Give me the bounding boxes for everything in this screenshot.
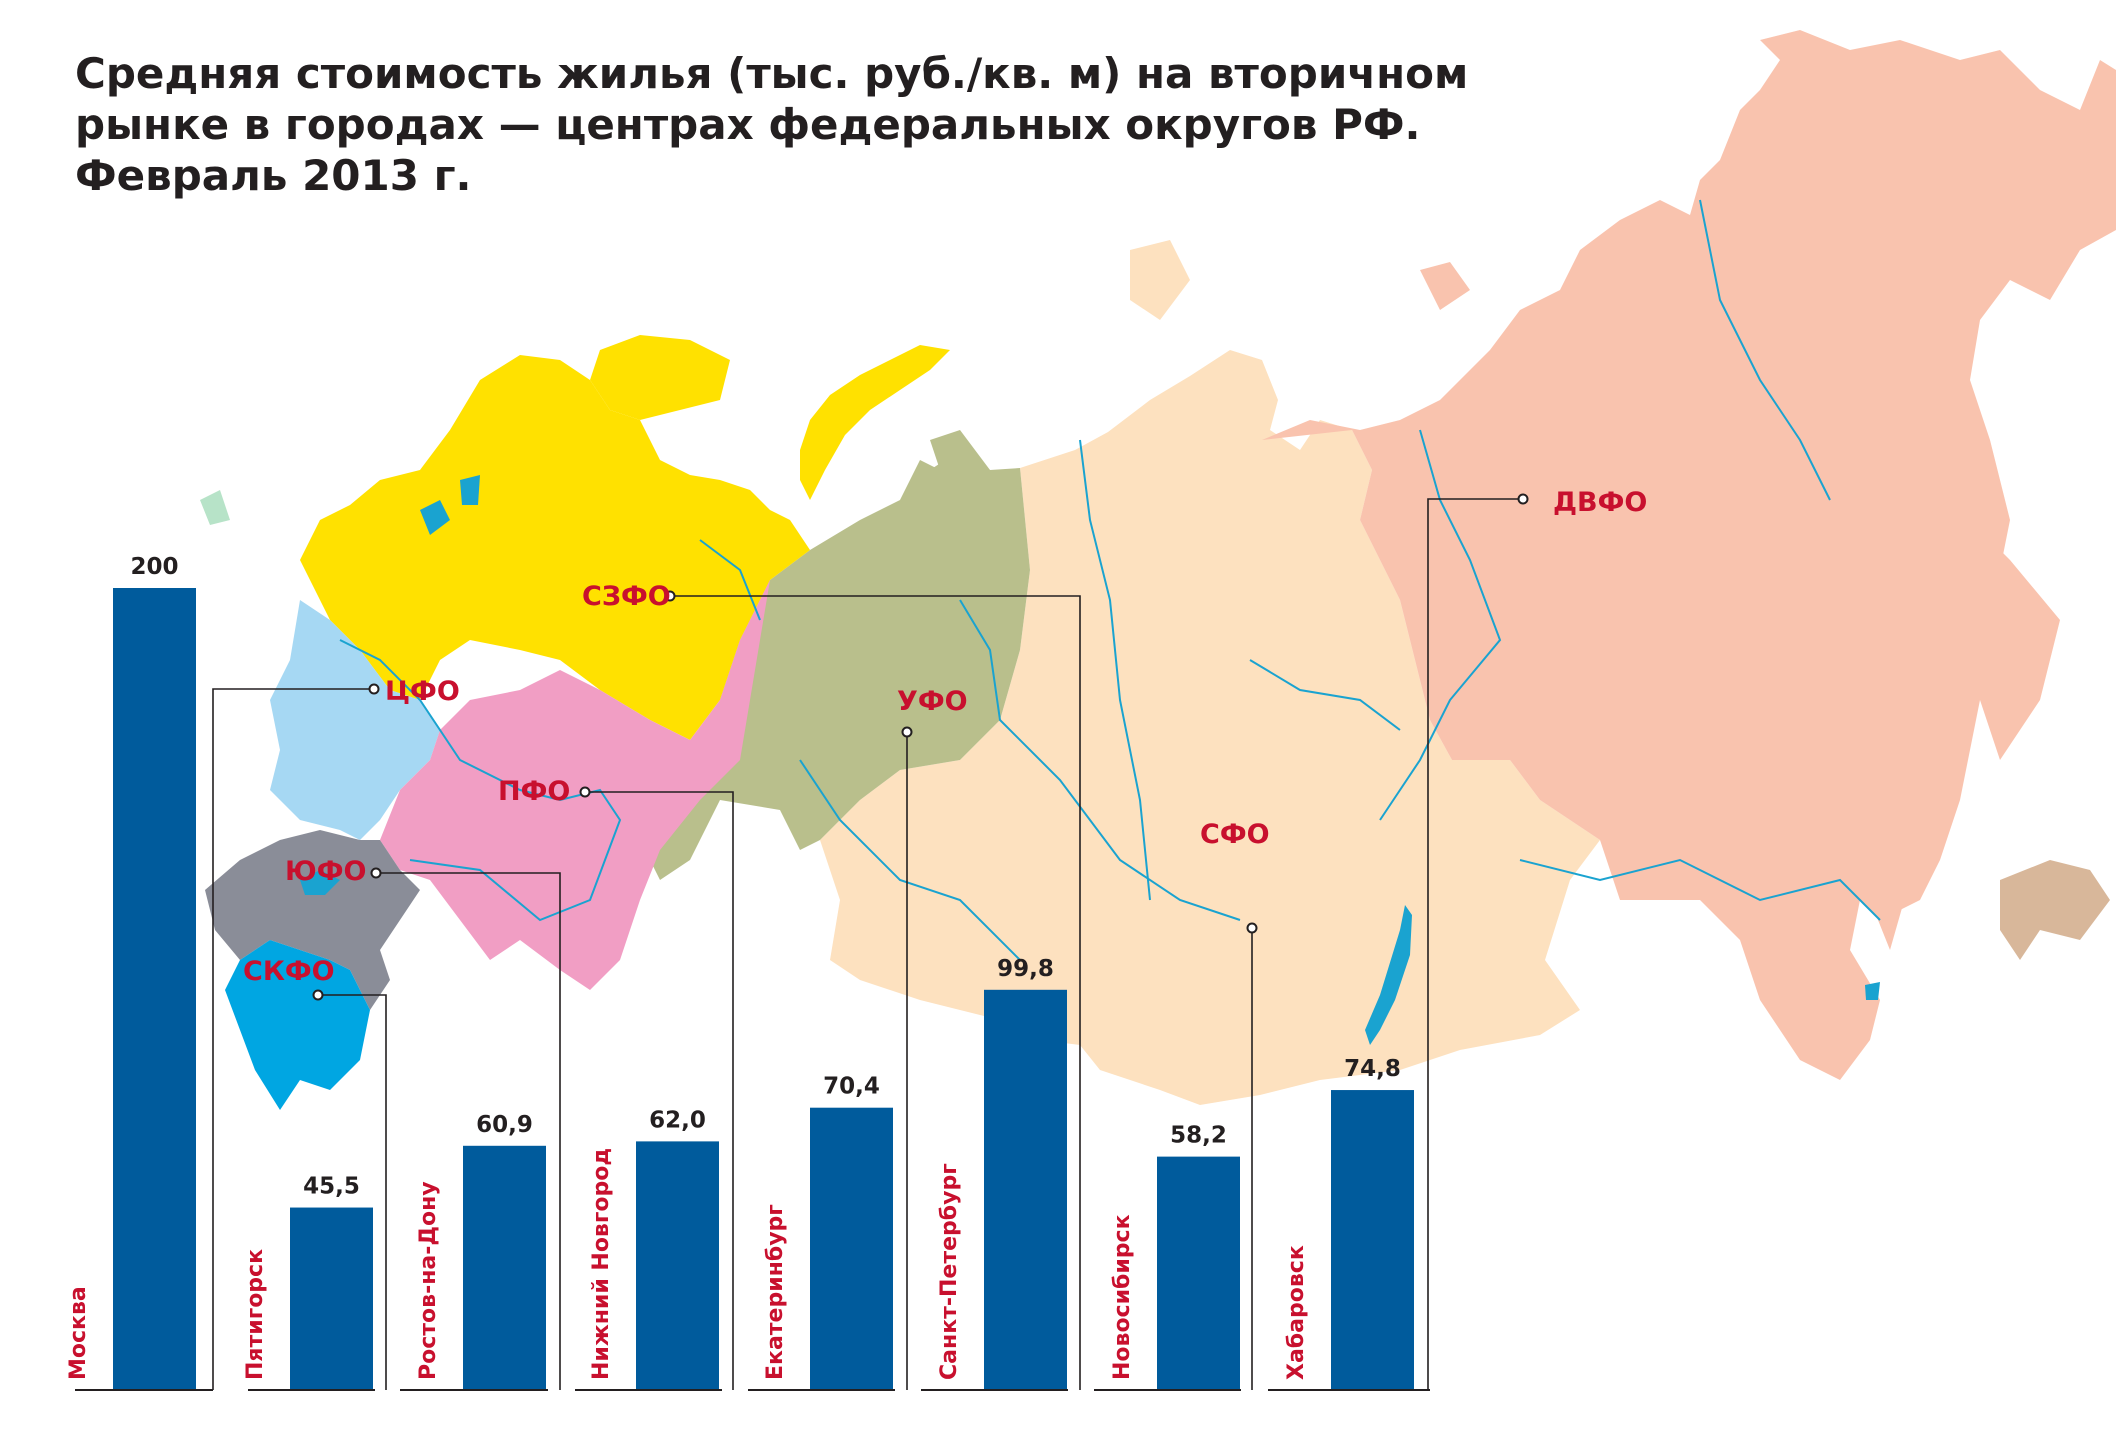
- bar-2: [290, 1207, 373, 1390]
- value-label-7: 58,2: [1170, 1123, 1227, 1149]
- city-label-1: Москва: [66, 1286, 91, 1380]
- dot-skfo: [312, 989, 324, 1001]
- river-kolyma: [1699, 199, 1831, 501]
- dot-pfo: [579, 786, 591, 798]
- city-label-7: Новосибирск: [1110, 1214, 1135, 1380]
- islands-novosibirsk: [1420, 262, 1470, 310]
- value-label-8: 74,8: [1344, 1056, 1401, 1082]
- city-label-5: Екатеринбург: [763, 1204, 788, 1380]
- title-line-1: Средняя стоимость жилья (тыс. руб./кв. м…: [75, 49, 1469, 98]
- value-label-6: 99,8: [997, 956, 1054, 982]
- island-novaya-zemlya: [800, 345, 950, 500]
- district-label-cfo: ЦФО: [385, 676, 460, 707]
- leader-szfo: [670, 595, 1081, 1390]
- city-label-2: Пятигорск: [243, 1249, 268, 1380]
- leader-cfo: [212, 688, 374, 1390]
- river-pechora: [699, 539, 761, 621]
- value-label-1: 200: [130, 554, 178, 580]
- leader-dvfo: [1427, 498, 1523, 1390]
- value-label-4: 62,0: [649, 1107, 706, 1133]
- bar-1: [113, 588, 196, 1390]
- leader-pfo: [585, 791, 734, 1390]
- region-cfo: [270, 600, 440, 840]
- islands-severnaya-zemlya: [1130, 240, 1190, 320]
- region-dvfo: [1262, 30, 2116, 1080]
- dot-szfo: [664, 590, 676, 602]
- island-wrangel: [1860, 130, 1910, 160]
- dot-cfo: [368, 683, 380, 695]
- district-label-sfo: СФО: [1200, 819, 1270, 850]
- region-skfo: [225, 940, 370, 1110]
- river-ob: [959, 599, 1241, 921]
- river-lena: [1379, 429, 1502, 821]
- bar-3: [463, 1145, 546, 1390]
- lake-khanka: [1865, 982, 1880, 1000]
- region-szfo: [300, 355, 810, 740]
- title-line-3: Февраль 2013 г.: [75, 151, 472, 200]
- bars-group: 200 Москва 45,5 Пятигорск 60,9 Ростов-на-Дону…: [66, 554, 1414, 1390]
- value-label-5: 70,4: [823, 1074, 880, 1100]
- dot-yufo: [370, 867, 382, 879]
- district-label-ufo: УФО: [897, 686, 968, 717]
- lake-onega: [460, 475, 480, 505]
- caspian-coast: [300, 870, 340, 895]
- city-label-6: Санкт-Петербург: [937, 1163, 962, 1380]
- city-label-3: Ростов-на-Дону: [416, 1181, 441, 1380]
- peninsula-kola: [590, 335, 730, 420]
- bar-6: [984, 989, 1067, 1390]
- bar-4: [636, 1141, 719, 1390]
- district-label-pfo: ПФО: [498, 776, 570, 807]
- river-amur: [1519, 858, 1881, 921]
- region-yufo: [205, 830, 420, 1010]
- city-label-4: Нижний Новгород: [589, 1148, 614, 1380]
- island-sakhalin: [1860, 740, 1910, 950]
- dot-sfo: [1246, 922, 1258, 934]
- river-yenisei: [1079, 439, 1151, 901]
- district-label-dvfo: ДВФО: [1553, 487, 1647, 518]
- river-volga: [339, 639, 622, 922]
- leader-skfo: [318, 994, 387, 1390]
- rivers: [339, 199, 1881, 961]
- japan-fragment: [2000, 860, 2110, 960]
- dot-ufo: [901, 726, 913, 738]
- value-label-3: 60,9: [476, 1112, 533, 1138]
- leader-yufo: [376, 872, 561, 1390]
- bar-8: [1331, 1090, 1414, 1390]
- value-label-2: 45,5: [303, 1174, 360, 1200]
- exclave-kaliningrad: [200, 490, 230, 525]
- peninsula-kamchatka: [1920, 500, 2060, 760]
- bar-5: [810, 1107, 893, 1390]
- river-vilyuy: [1249, 659, 1401, 731]
- leader-lines: [212, 498, 1523, 1390]
- river-irtysh: [799, 759, 1021, 961]
- district-label-skfo: СКФО: [243, 956, 335, 987]
- region-ufo: [640, 450, 1030, 880]
- district-label-yufo: ЮФО: [285, 856, 366, 887]
- district-label-szfo: СЗФО: [582, 581, 671, 612]
- title-line-2: рынке в городах — центрах федеральных ок…: [75, 100, 1421, 149]
- region-pfo: [380, 580, 770, 990]
- district-labels: ЦФО СЗФО ПФО ЮФО СКФО УФО СФО ДВФО: [243, 487, 1647, 1001]
- russia-map: [200, 30, 2116, 1110]
- lake-baikal: [1365, 905, 1412, 1045]
- lake-ladoga: [420, 500, 450, 535]
- chart-title: Средняя стоимость жилья (тыс. руб./кв. м…: [75, 48, 1469, 201]
- city-label-8: Хабаровск: [1284, 1245, 1309, 1380]
- peninsula-yamal: [900, 430, 990, 500]
- bar-7: [1157, 1156, 1240, 1390]
- dot-dvfo: [1517, 493, 1529, 505]
